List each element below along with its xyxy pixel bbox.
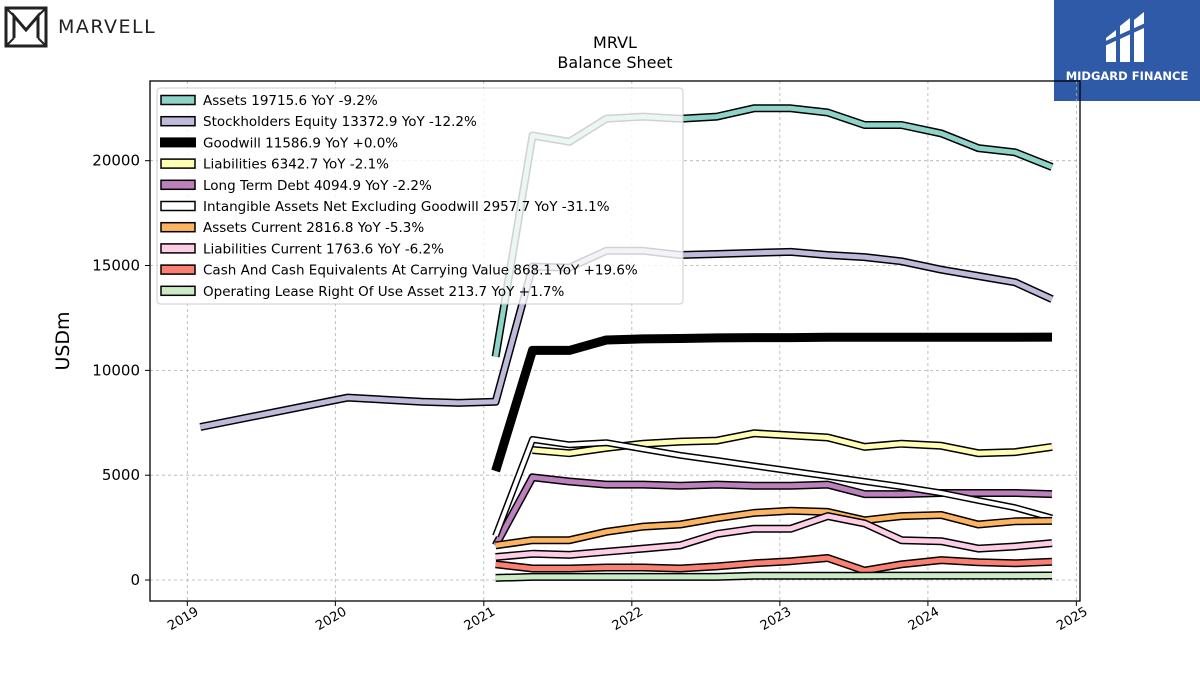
series-intangible-assets-net-excluding-goodwill: [492, 436, 1053, 538]
legend-label: Cash And Cash Equivalents At Carrying Va…: [203, 263, 638, 279]
legend-item: Stockholders Equity 13372.9 YoY -12.2%: [160, 114, 477, 130]
logo-text: MARVELL: [58, 16, 157, 38]
legend-swatch: [160, 200, 196, 212]
y-axis-label: USDm: [52, 311, 74, 370]
legend-item: Intangible Assets Net Excluding Goodwill…: [160, 199, 610, 215]
plot-frame: [149, 80, 1081, 602]
chart-subtitle: Balance Sheet: [557, 53, 672, 72]
legend-swatch: [160, 264, 196, 275]
chart-title: MRVL: [593, 33, 637, 52]
legend-swatch: [160, 243, 196, 254]
x-tick-label: 2019: [165, 604, 201, 634]
series-line: [495, 573, 1053, 581]
legend-swatch: [160, 285, 196, 297]
series-assets-current: [495, 506, 1053, 550]
series-line: [491, 332, 1053, 473]
legend: Assets 19715.6 YoY -9.2% Stockholders Equ…: [156, 87, 684, 305]
series-line: [493, 437, 1053, 537]
legend-item: Cash And Cash Equivalents At Carrying Va…: [160, 263, 638, 279]
legend-swatch: [160, 221, 196, 233]
legend-swatch: [160, 115, 196, 127]
legend-label: Intangible Assets Net Excluding Goodwill…: [203, 199, 610, 215]
x-tick-label: 2024: [906, 604, 942, 634]
legend-swatch: [160, 179, 196, 191]
plot-lines: [199, 104, 1054, 582]
series-liabilities-current: [495, 512, 1053, 561]
midgard-logo-mark-icon: [1103, 12, 1149, 62]
x-tick-label: 2023: [758, 604, 794, 634]
legend-item: Assets 19715.6 YoY -9.2%: [160, 93, 378, 109]
marvell-logo: MARVELL: [4, 4, 164, 48]
series-operating-lease-right-of-use-asset: [495, 571, 1053, 582]
legend-swatch: [160, 94, 196, 106]
legend-item: Liabilities Current 1763.6 YoY -6.2%: [160, 241, 444, 257]
legend-label: Assets Current 2816.8 YoY -5.3%: [203, 220, 424, 236]
legend-item: Operating Lease Right Of Use Asset 213.7…: [160, 284, 564, 300]
marvell-logo-mark-icon: [4, 6, 48, 48]
legend-item: Long Term Debt 4094.9 YoY -2.2%: [160, 178, 432, 194]
y-tick-label: 15000: [92, 257, 140, 275]
series-line: [199, 248, 1054, 430]
x-axis: 2019 2020 2021 2022 2023 2024 2025: [165, 601, 1090, 634]
x-tick-label: 2021: [462, 604, 498, 634]
series-stockholders-equity: [199, 246, 1054, 431]
series-cash-and-cash-equivalents-at-carrying-value: [495, 554, 1053, 575]
legend-item: Liabilities 6342.7 YoY -2.1%: [160, 157, 389, 173]
series-long-term-debt: [492, 473, 1053, 548]
series-line: [495, 508, 1053, 548]
x-tick-label: 2020: [313, 604, 349, 634]
series-line: [495, 513, 1053, 560]
x-tick-label: 2022: [610, 604, 646, 634]
legend-item: Goodwill 11586.9 YoY +0.0%: [160, 135, 398, 151]
x-tick-label: 2025: [1054, 604, 1090, 634]
legend-item: Assets Current 2816.8 YoY -5.3%: [160, 220, 424, 236]
y-tick-label: 10000: [92, 361, 140, 379]
y-tick-label: 20000: [92, 152, 140, 170]
legend-label: Long Term Debt 4094.9 YoY -2.2%: [203, 178, 432, 194]
series-line: [493, 474, 1053, 547]
legend-swatch: [160, 158, 196, 169]
brand-text: MIDGARD FINANCE: [1065, 69, 1189, 83]
series-goodwill: [491, 332, 1053, 473]
legend-swatch: [160, 137, 196, 148]
legend-box: [156, 87, 684, 305]
legend-label: Operating Lease Right Of Use Asset 213.7…: [203, 284, 564, 300]
legend-label: Liabilities 6342.7 YoY -2.1%: [203, 157, 389, 173]
legend-label: Stockholders Equity 13372.9 YoY -12.2%: [203, 114, 477, 130]
brand-badge: MIDGARD FINANCE: [1054, 0, 1200, 101]
legend-label: Assets 19715.6 YoY -9.2%: [203, 93, 378, 109]
y-axis: 0 5000 10000 15000 20000: [92, 152, 150, 589]
series-line: [495, 555, 1053, 574]
legend-label: Goodwill 11586.9 YoY +0.0%: [203, 135, 398, 151]
y-tick-label: 0: [130, 571, 140, 589]
legend-label: Liabilities Current 1763.6 YoY -6.2%: [203, 241, 444, 257]
y-tick-label: 5000: [102, 466, 140, 484]
